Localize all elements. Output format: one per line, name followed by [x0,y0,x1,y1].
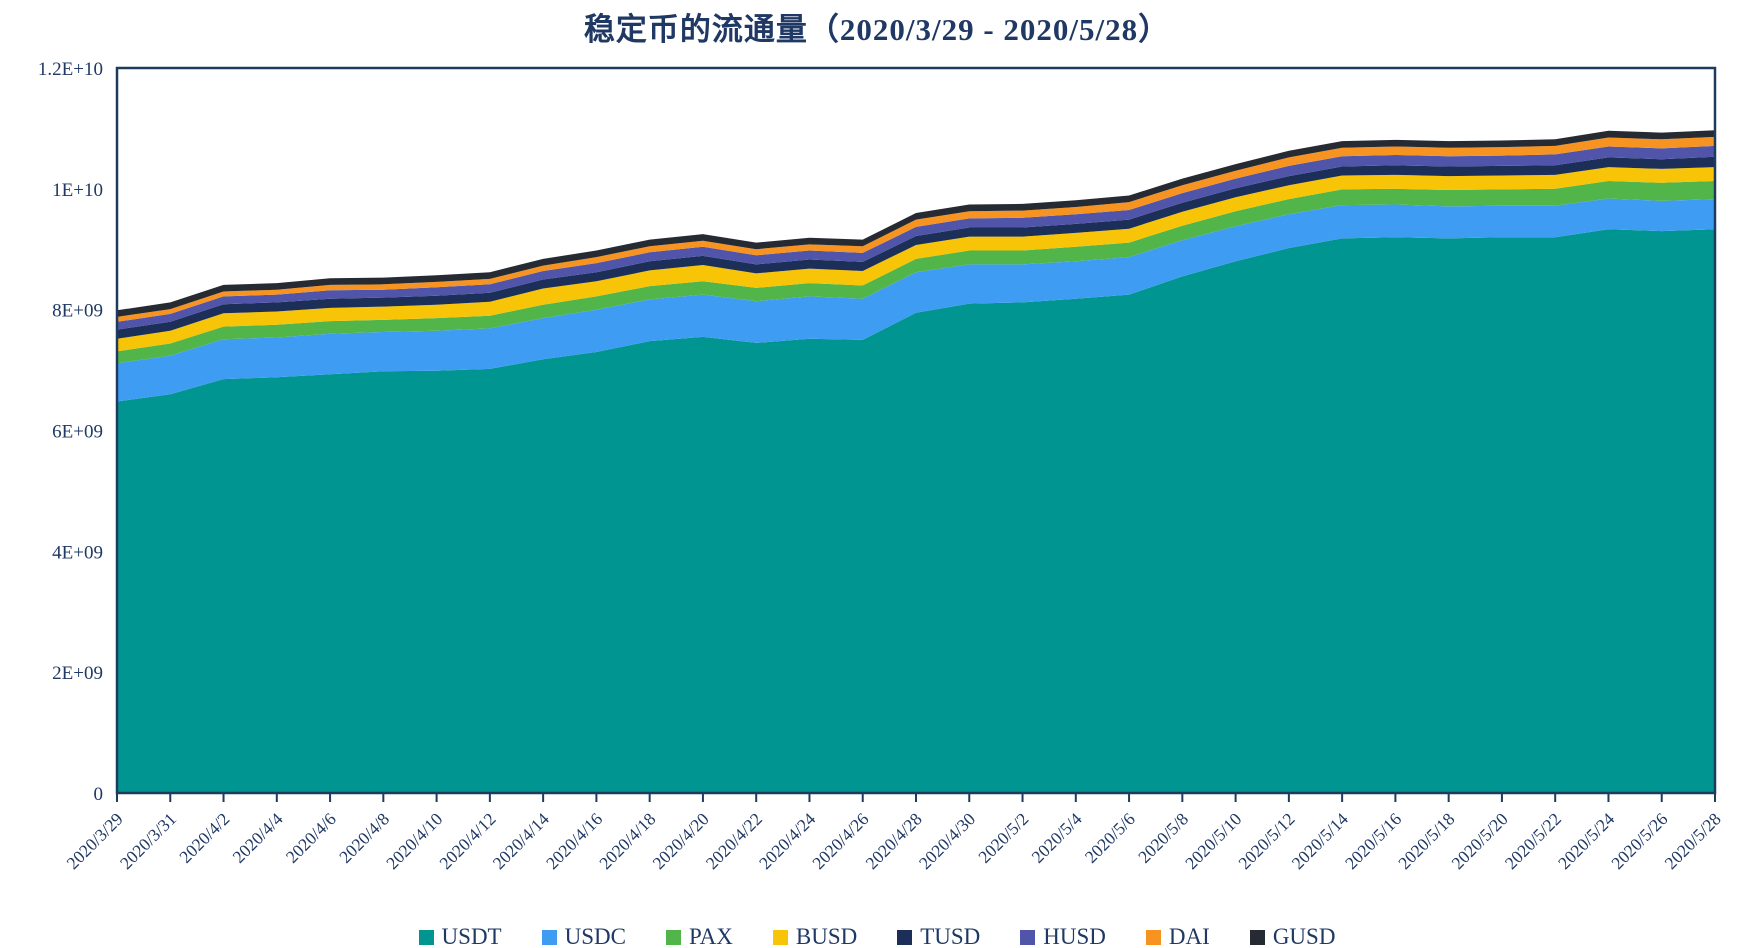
x-axis-tick-label: 2020/4/14 [489,809,554,874]
x-axis-tick-label: 2020/5/10 [1181,809,1246,874]
area-usdc [117,198,1715,402]
legend-item-pax: PAX [665,924,733,948]
x-axis-tick-label: 2020/5/18 [1394,809,1459,874]
x-axis-tick-label: 2020/4/26 [808,809,873,874]
legend-swatch-dai [1145,929,1161,945]
legend-label-pax: PAX [688,924,733,948]
x-axis-tick-label: 2020/4/2 [175,809,233,867]
area-gusd [117,130,1715,317]
legend-item-busd: BUSD [772,924,858,948]
x-axis-tick-label: 2020/4/10 [382,809,447,874]
legend-swatch-busd [772,929,788,945]
legend-swatch-gusd [1249,929,1265,945]
x-axis-tick-label: 2020/5/14 [1288,809,1353,874]
y-axis-tick-label: 6E+09 [52,422,103,443]
x-axis-tick-label: 2020/3/29 [62,809,127,874]
x-axis-tick-label: 2020/4/12 [435,809,499,873]
chart-legend: USDT USDC PAX BUSD TUSD HUSD DAI GUSD [0,924,1754,948]
legend-label-usdt: USDT [441,924,502,948]
y-axis-tick-label: 8E+09 [52,301,103,322]
x-axis-tick-label: 2020/4/22 [702,809,766,873]
x-axis-tick-label: 2020/4/20 [648,809,713,874]
x-axis-tick-label: 2020/5/4 [1027,809,1085,867]
y-axis-tick-label: 1E+10 [52,180,103,201]
x-axis-tick-label: 2020/5/16 [1341,809,1406,874]
legend-swatch-usdc [541,929,557,945]
legend-item-usdt: USDT [418,924,502,948]
legend-label-usdc: USDC [564,924,626,948]
legend-item-gusd: GUSD [1249,924,1336,948]
x-axis-tick-label: 2020/5/26 [1607,809,1672,874]
legend-label-tusd: TUSD [920,924,981,948]
legend-swatch-tusd [897,929,913,945]
y-axis-tick-label: 2E+09 [52,663,103,684]
x-axis-tick-label: 2020/4/18 [595,809,660,874]
legend-label-dai: DAI [1168,924,1210,948]
legend-swatch-usdt [418,929,434,945]
x-axis-tick-label: 2020/4/4 [228,809,286,867]
legend-swatch-pax [665,929,681,945]
x-axis-tick-label: 2020/4/16 [542,809,607,874]
area-busd [117,167,1715,352]
x-axis-tick-label: 2020/5/22 [1501,809,1565,873]
x-axis-tick-label: 2020/5/28 [1660,809,1725,874]
y-axis-tick-label: 0 [94,784,104,805]
x-axis-tick-label: 2020/4/24 [755,809,820,874]
legend-swatch-husd [1020,929,1036,945]
area-husd [117,145,1715,330]
legend-item-tusd: TUSD [897,924,980,948]
x-axis-tick-label: 2020/5/24 [1554,809,1619,874]
area-usdt [117,229,1715,794]
chart-title: 稳定币的流通量（2020/3/29 - 2020/5/28） [583,12,1171,47]
x-axis-tick-label: 2020/5/2 [974,809,1032,867]
x-axis-tick-label: 2020/5/6 [1081,809,1139,867]
area-tusd [117,156,1715,339]
x-axis-tick-label: 2020/5/20 [1447,809,1512,874]
x-axis-tick-label: 2020/5/12 [1234,809,1298,873]
area-dai [117,136,1715,322]
legend-item-husd: HUSD [1020,924,1106,948]
x-axis-tick-label: 2020/3/31 [116,809,180,873]
legend-item-dai: DAI [1145,924,1210,948]
x-axis-tick-label: 2020/4/6 [282,809,340,867]
y-axis-tick-label: 4E+09 [52,542,103,563]
y-axis-tick-label: 1.2E+10 [38,59,103,80]
legend-item-usdc: USDC [541,924,626,948]
x-axis-tick-label: 2020/4/30 [915,809,980,874]
legend-label-busd: BUSD [795,924,858,948]
area-pax [117,181,1715,364]
legend-label-gusd: GUSD [1272,924,1336,948]
x-axis-tick-label: 2020/4/28 [861,809,926,874]
legend-label-husd: HUSD [1043,924,1106,948]
